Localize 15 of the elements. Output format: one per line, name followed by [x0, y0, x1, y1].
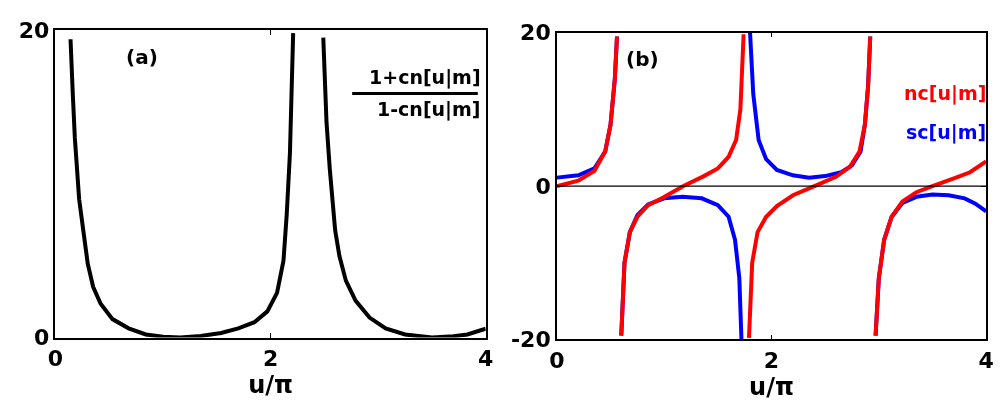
- x-axis-title: u/π: [248, 370, 293, 399]
- y-tick-label: -20: [510, 327, 551, 353]
- x-axis-title: u/π: [749, 372, 794, 401]
- y-tick-label: 20: [520, 20, 551, 46]
- y-tick-label: 0: [535, 173, 551, 199]
- text: 1+cn[u|m] 1-cn[u|m]: [369, 66, 481, 121]
- annotation: (b): [626, 47, 659, 71]
- x-tick-label: 2: [262, 345, 279, 371]
- text: sc[u|m]: [906, 121, 987, 144]
- x-tick-label: 4: [978, 347, 994, 373]
- x-tick-label: 4: [478, 345, 494, 371]
- series-label: nc[u|m]: [904, 82, 987, 105]
- y-tick-label: 20: [18, 17, 50, 43]
- x-tick-label: 2: [763, 347, 780, 373]
- annotation: (a): [126, 45, 158, 69]
